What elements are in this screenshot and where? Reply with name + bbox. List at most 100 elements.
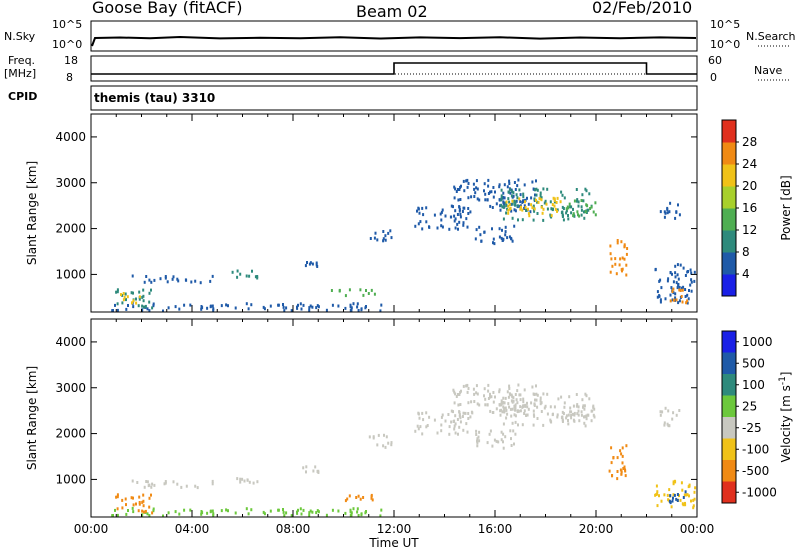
data-cell xyxy=(458,209,461,213)
data-cell xyxy=(448,432,451,436)
data-cell xyxy=(503,401,506,405)
colorbar-swatch xyxy=(722,352,736,375)
data-cell xyxy=(677,203,679,207)
data-cell xyxy=(678,409,681,412)
data-cell xyxy=(491,444,494,448)
colorbar-title: Velocity [m s-1] xyxy=(778,372,793,463)
y-tick-label: 3000 xyxy=(55,381,86,395)
data-cell xyxy=(487,389,490,393)
data-cell xyxy=(508,387,511,390)
data-cell xyxy=(150,280,153,284)
colorbar-swatch xyxy=(722,230,736,253)
data-cell xyxy=(556,413,559,417)
data-cell xyxy=(277,508,280,512)
data-cell xyxy=(475,186,478,190)
data-cell xyxy=(610,446,613,450)
data-cell xyxy=(576,210,579,214)
data-cell xyxy=(540,410,543,413)
data-cell xyxy=(654,493,657,497)
data-cell xyxy=(594,201,597,205)
data-cell xyxy=(682,503,685,507)
data-cell xyxy=(577,405,580,409)
data-cell xyxy=(439,212,442,216)
data-cell xyxy=(475,179,478,183)
data-cell xyxy=(472,182,475,186)
data-cell xyxy=(584,415,586,419)
data-cell xyxy=(552,412,554,416)
data-cell xyxy=(315,306,318,310)
data-cell xyxy=(487,397,490,400)
data-cell xyxy=(563,401,566,405)
data-cell xyxy=(183,508,186,512)
data-cell xyxy=(511,407,514,411)
data-cell xyxy=(367,292,370,295)
data-cells xyxy=(111,178,696,313)
data-cell xyxy=(185,278,188,282)
data-cell xyxy=(507,204,510,208)
data-cell xyxy=(676,286,679,290)
data-cell xyxy=(501,401,504,405)
data-cell xyxy=(457,227,459,231)
data-cell xyxy=(148,291,151,295)
data-cell xyxy=(440,415,443,419)
data-cell xyxy=(534,193,536,197)
data-cell xyxy=(487,184,490,188)
data-cell xyxy=(658,294,661,298)
data-cell xyxy=(527,212,530,216)
data-cell xyxy=(440,423,443,427)
data-cell xyxy=(616,456,619,460)
data-cell xyxy=(687,270,689,273)
data-cell xyxy=(622,467,625,470)
data-cell xyxy=(138,502,141,506)
data-cell xyxy=(533,402,536,406)
data-cell xyxy=(572,207,574,211)
data-cell xyxy=(540,196,543,200)
data-cell xyxy=(150,485,153,489)
data-cell xyxy=(317,305,320,309)
data-cell xyxy=(545,202,548,206)
panel-power: 1000 2000 3000 4000 Slant Range [km] 4 8 12 16 20… xyxy=(25,113,793,313)
data-cell xyxy=(609,244,612,248)
data-cell xyxy=(539,399,542,403)
data-cell xyxy=(457,432,459,436)
data-cell xyxy=(519,200,522,204)
data-cell xyxy=(581,193,584,197)
data-cell xyxy=(417,207,420,211)
data-cell xyxy=(465,422,468,426)
data-cell xyxy=(536,188,539,192)
data-cell xyxy=(166,280,169,284)
data-cell xyxy=(457,403,460,407)
data-cell xyxy=(350,511,353,515)
data-cell xyxy=(382,444,385,448)
data-cell xyxy=(584,424,587,428)
data-cell xyxy=(626,247,629,250)
data-cell xyxy=(352,507,355,511)
data-cell xyxy=(283,309,286,313)
data-cell xyxy=(531,206,534,210)
data-cell xyxy=(580,205,583,209)
data-cell xyxy=(502,191,505,195)
data-cell xyxy=(694,486,697,490)
data-cell xyxy=(167,511,170,515)
data-cell xyxy=(580,413,583,417)
data-cell xyxy=(576,198,579,202)
data-cell xyxy=(678,213,681,217)
data-cell xyxy=(570,414,573,417)
data-cell xyxy=(148,514,151,518)
data-cell xyxy=(330,289,333,292)
data-cell xyxy=(521,405,524,409)
x-tick-label: 00:00 xyxy=(74,522,109,536)
data-cell xyxy=(441,413,444,417)
data-cell xyxy=(550,207,553,211)
data-cell xyxy=(542,392,545,396)
data-cell xyxy=(616,241,619,245)
colorbar-swatch xyxy=(722,438,736,461)
colorbar-tick-label: 4 xyxy=(742,267,750,281)
data-cell xyxy=(143,485,146,489)
data-cell xyxy=(620,240,623,244)
data-cell xyxy=(373,292,376,296)
data-cell xyxy=(248,274,251,278)
data-cell xyxy=(526,401,528,405)
data-cell xyxy=(212,308,215,312)
colorbar-tick-label: 12 xyxy=(742,223,757,237)
